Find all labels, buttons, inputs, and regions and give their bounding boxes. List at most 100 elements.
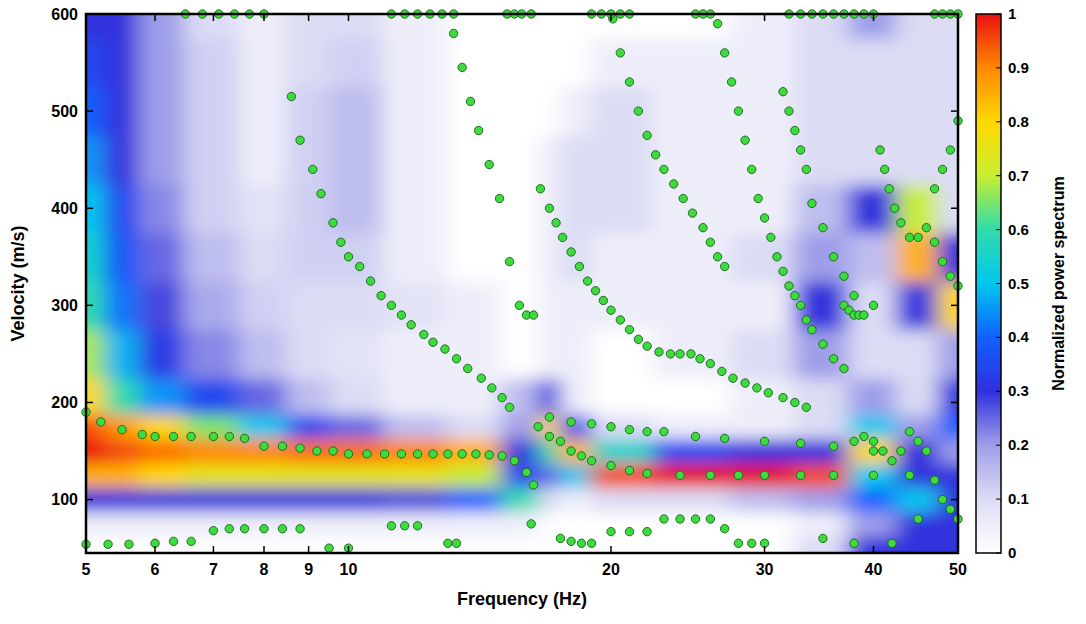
colorbar-tick (996, 121, 1001, 122)
heat-cell (139, 14, 185, 39)
point (791, 126, 799, 134)
heat-cell (104, 415, 139, 440)
point (785, 282, 793, 290)
point (748, 539, 756, 547)
heat-cell (104, 184, 139, 233)
point (760, 437, 768, 445)
point (225, 432, 233, 440)
heat-cell (653, 135, 730, 184)
point (413, 522, 421, 530)
heat-cell (591, 512, 654, 537)
heat-cell (86, 14, 105, 39)
heat-cell (286, 415, 329, 440)
heat-cell (501, 135, 538, 184)
heat-cell (794, 14, 849, 39)
point (625, 425, 633, 433)
y-tick (86, 402, 93, 404)
heat-cell (447, 233, 502, 282)
x-tick (154, 546, 156, 553)
heat-cell (896, 184, 939, 233)
heat-cell (501, 512, 538, 537)
heat-cell (896, 378, 939, 415)
point (802, 165, 810, 173)
point (930, 476, 938, 484)
heat-cell (653, 233, 730, 282)
point (452, 355, 460, 363)
heat-cell (591, 184, 654, 233)
point (567, 537, 575, 545)
y-tick (86, 110, 93, 112)
series (287, 92, 514, 411)
heat-cell (501, 87, 538, 136)
heat-cell (184, 14, 239, 39)
point (583, 277, 591, 285)
heat-cell (938, 14, 958, 39)
point (278, 442, 286, 450)
point (536, 185, 544, 193)
point (616, 49, 624, 57)
heat-cell (86, 135, 105, 184)
heat-cell (591, 415, 654, 440)
series (536, 185, 810, 412)
heat-cell (447, 281, 502, 330)
heat-cell (560, 378, 591, 415)
colorbar-tick (996, 553, 1001, 554)
heat-cell (538, 14, 561, 39)
series (609, 15, 729, 271)
heat-cell (938, 415, 958, 440)
point (587, 457, 595, 465)
point (687, 350, 695, 358)
colorbar (976, 14, 1001, 553)
heat-cell (591, 330, 654, 379)
heat-cell (239, 14, 287, 39)
heat-cell (794, 512, 849, 537)
heat-cell (560, 463, 591, 488)
heat-cell (286, 536, 329, 553)
point (477, 374, 485, 382)
heat-cell (794, 233, 849, 282)
point (796, 439, 804, 447)
point (808, 325, 816, 333)
heat-cell (794, 415, 849, 440)
y-tick-label: 500 (51, 103, 78, 120)
heat-cell (896, 38, 939, 87)
heat-cell (501, 415, 538, 440)
point (634, 107, 642, 115)
point (260, 525, 268, 533)
heat-cell (329, 135, 384, 184)
heat-cell (139, 233, 185, 282)
heat-cell (329, 415, 384, 440)
heat-cell (591, 487, 654, 512)
heat-cell (794, 378, 849, 415)
heat-cell (730, 184, 794, 233)
point (387, 522, 395, 530)
point (529, 481, 537, 489)
heat-cell (501, 330, 538, 379)
heat-cell (139, 487, 185, 512)
heat-cell (447, 378, 502, 415)
colorbar-tick-label: 0.5 (1008, 275, 1029, 292)
point (643, 342, 651, 350)
heat-cell (848, 233, 896, 282)
point (720, 434, 728, 442)
point (718, 367, 726, 375)
heat-cell (896, 87, 939, 136)
heat-cell (848, 184, 896, 233)
heat-cell (329, 184, 384, 233)
x-tick (213, 546, 215, 553)
colorbar-tick (996, 499, 1001, 500)
point (317, 189, 325, 197)
colorbar-tick-label: 0.1 (1008, 490, 1029, 507)
heat-cell (184, 87, 239, 136)
heat-cell (896, 14, 939, 39)
heat-cell (560, 14, 591, 39)
point (458, 63, 466, 71)
heat-cell (184, 233, 239, 282)
point (706, 238, 714, 246)
heat-cell (239, 330, 287, 379)
point (97, 418, 105, 426)
heat-cell (653, 512, 730, 537)
point (869, 437, 877, 445)
point (785, 107, 793, 115)
point (930, 185, 938, 193)
